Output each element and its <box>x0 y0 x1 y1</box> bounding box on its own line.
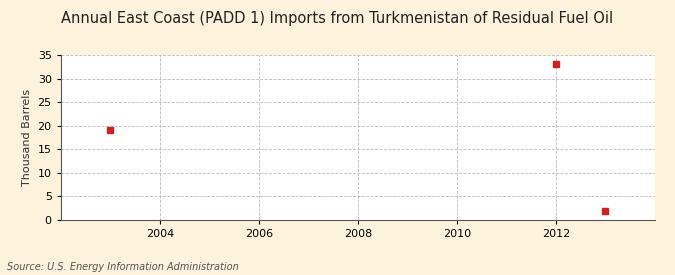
Y-axis label: Thousand Barrels: Thousand Barrels <box>22 89 32 186</box>
Text: Annual East Coast (PADD 1) Imports from Turkmenistan of Residual Fuel Oil: Annual East Coast (PADD 1) Imports from … <box>61 11 614 26</box>
Text: Source: U.S. Energy Information Administration: Source: U.S. Energy Information Administ… <box>7 262 238 272</box>
